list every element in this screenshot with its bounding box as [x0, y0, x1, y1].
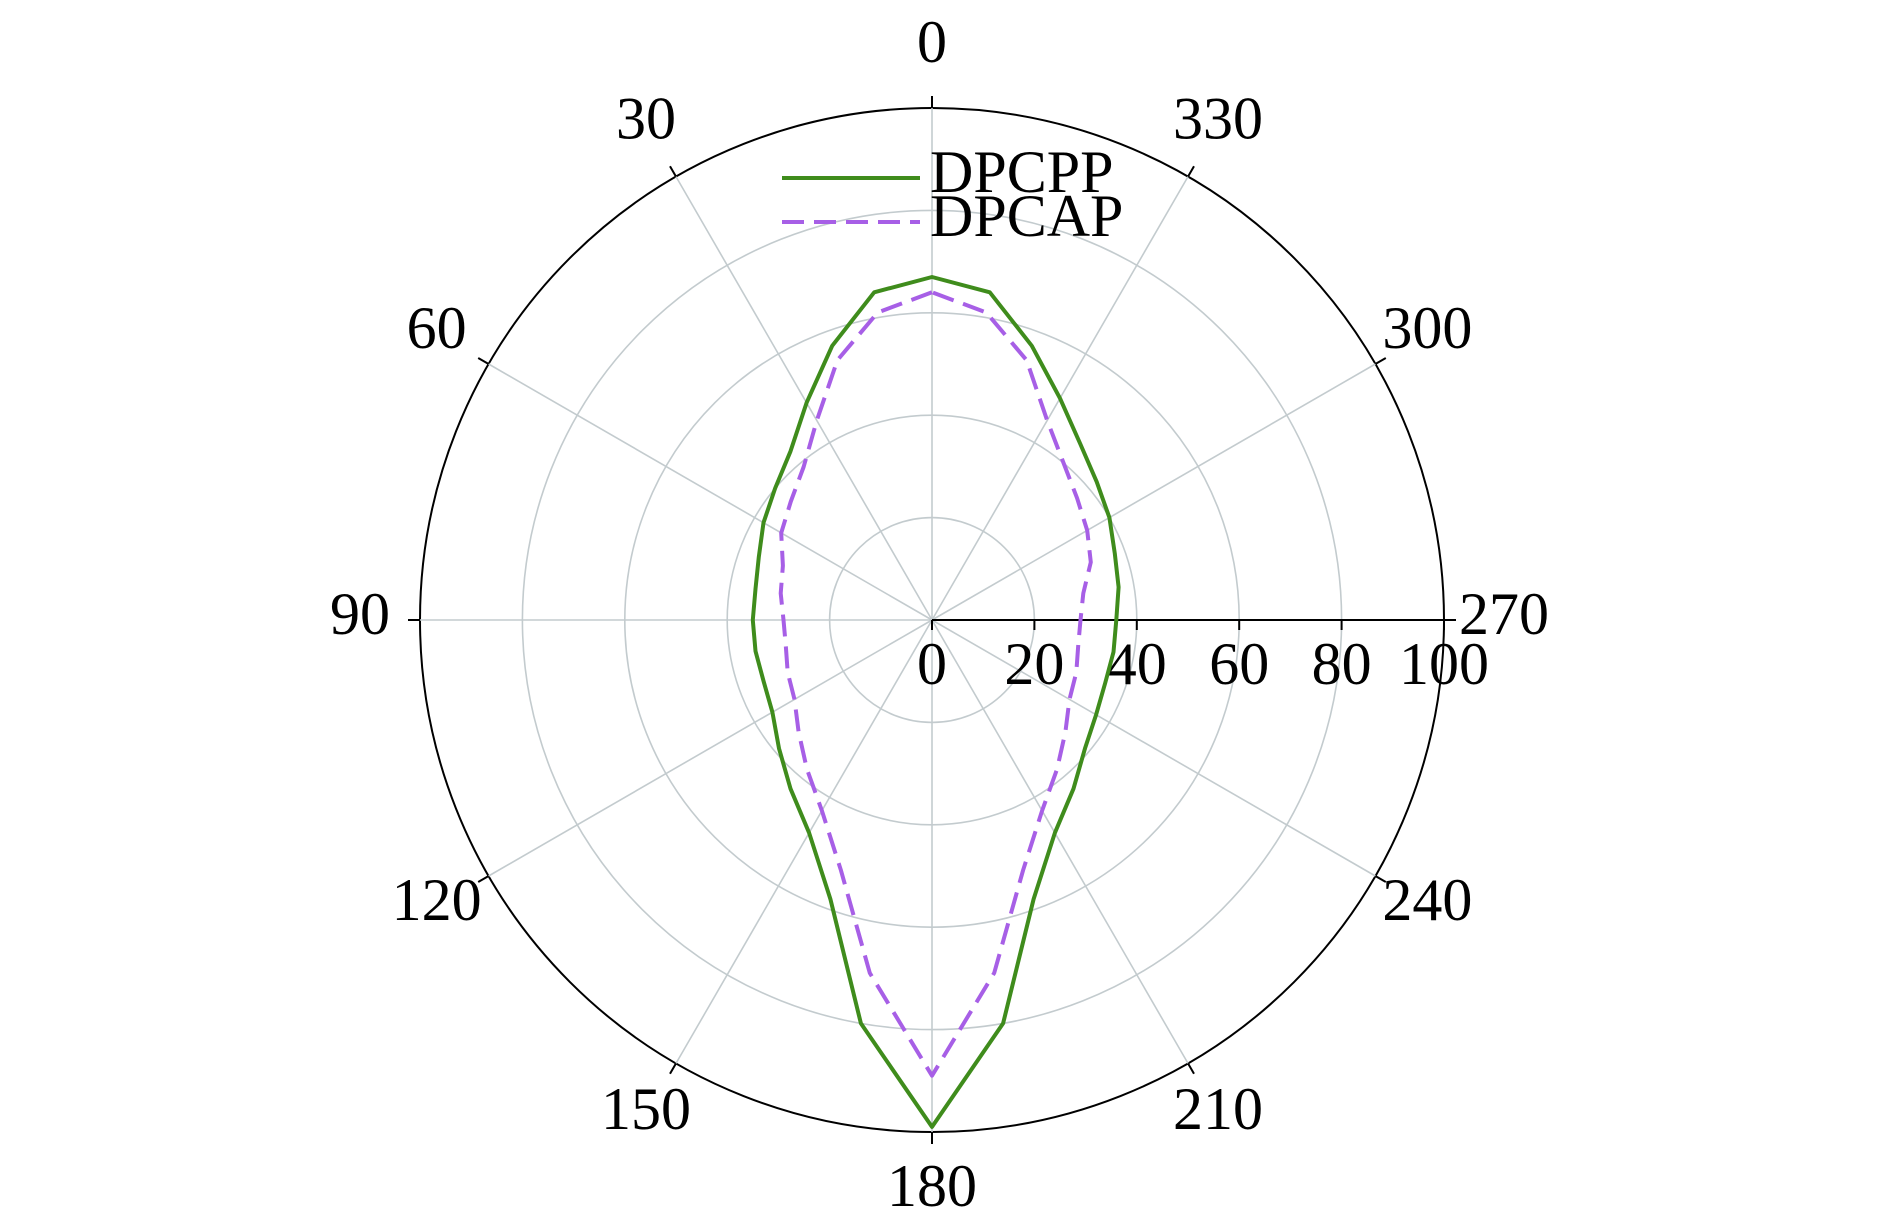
theta-tick [1187, 1062, 1195, 1075]
theta-tick [477, 357, 490, 365]
r-tick-label: 80 [1312, 631, 1372, 697]
theta-tick-label: 240 [1382, 867, 1472, 933]
theta-tick [669, 165, 677, 178]
grid-spoke [488, 619, 933, 877]
theta-tick-label: 270 [1459, 581, 1549, 647]
grid-spoke [931, 619, 1376, 877]
series-line [750, 275, 1121, 1129]
theta-tick-label: 60 [407, 295, 467, 361]
grid-spoke [931, 363, 1376, 621]
r-tick-label: 0 [917, 631, 947, 697]
theta-tick-label: 180 [887, 1153, 977, 1214]
theta-tick-label: 210 [1173, 1076, 1263, 1142]
theta-tick [1374, 357, 1387, 365]
theta-tick-label: 0 [917, 9, 947, 75]
theta-tick [1187, 165, 1195, 178]
theta-tick [669, 1062, 677, 1075]
series-line [778, 290, 1093, 1078]
r-tick-label: 20 [1004, 631, 1064, 697]
grid-spoke [488, 363, 933, 621]
theta-tick [477, 875, 490, 883]
theta-tick-label: 330 [1173, 85, 1263, 151]
legend-label: DPCAP [930, 183, 1123, 249]
r-tick-label: 100 [1399, 631, 1489, 697]
legend-label: DPCPP [930, 139, 1113, 205]
theta-tick [1374, 875, 1387, 883]
r-tick-label: 60 [1209, 631, 1269, 697]
theta-tick-label: 300 [1382, 295, 1472, 361]
grid-spoke [675, 619, 933, 1064]
grid-spoke [931, 619, 1189, 1064]
theta-tick-label: 150 [601, 1076, 691, 1142]
theta-tick-label: 30 [616, 85, 676, 151]
theta-tick-label: 90 [330, 581, 390, 647]
theta-tick-label: 120 [392, 867, 482, 933]
grid-spoke [675, 176, 933, 621]
r-tick-label: 40 [1107, 631, 1167, 697]
